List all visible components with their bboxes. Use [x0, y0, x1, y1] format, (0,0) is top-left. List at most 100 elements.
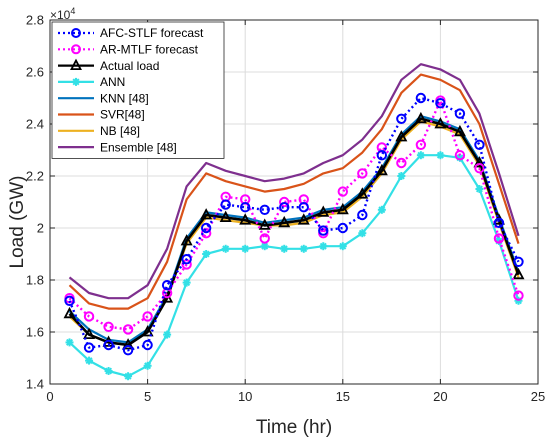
data-point: [259, 233, 270, 244]
data-point: [357, 209, 368, 221]
data-point: [202, 250, 211, 258]
data-point: [163, 330, 172, 339]
data-point: [64, 295, 75, 306]
data-point: [240, 202, 251, 213]
legend-entry: SVR[48]: [58, 108, 145, 122]
data-point: [83, 327, 96, 340]
data-point: [298, 202, 309, 213]
data-point: [415, 139, 427, 151]
data-point: [221, 244, 230, 253]
data-point: [397, 172, 406, 180]
legend-label: SVR[48]: [100, 108, 145, 122]
data-point: [513, 290, 524, 301]
data-point: [279, 196, 290, 208]
data-point: [122, 324, 134, 335]
data-point: [356, 187, 369, 199]
data-point: [122, 338, 135, 350]
legend-label: KNN [48]: [100, 91, 149, 105]
data-point: [318, 225, 329, 236]
data-point: [161, 280, 173, 291]
x-axis-label: Time (hr): [256, 417, 332, 438]
data-point: [63, 306, 76, 319]
series-7: [68, 63, 520, 300]
legend-box: [51, 21, 225, 159]
data-point: [375, 163, 388, 176]
data-point: [414, 111, 427, 124]
data-point: [142, 311, 153, 322]
series-0: [64, 92, 524, 356]
data-point: [376, 150, 388, 161]
data-point: [474, 163, 485, 174]
x-tick-label: 15: [336, 389, 350, 404]
data-point: [434, 117, 447, 129]
data-point: [336, 202, 349, 215]
data-point: [71, 28, 81, 38]
data-point: [395, 130, 408, 142]
legend-label: AR-MTLF forecast: [100, 43, 199, 57]
data-point: [493, 233, 505, 244]
data-point: [396, 157, 407, 169]
data-point: [181, 254, 192, 265]
y-tick-label: 2.4: [26, 117, 44, 132]
legend-entry: AR-MTLF forecast: [58, 43, 199, 57]
data-point: [493, 217, 505, 229]
y-exponent-base: ×10: [50, 8, 71, 22]
data-point: [319, 242, 328, 251]
data-point: [124, 372, 133, 381]
y-axis-label: Load (GW): [7, 176, 28, 269]
y-exponent-power: 4: [70, 6, 75, 16]
y-tick-label: 2: [37, 221, 44, 236]
legend: AFC-STLF forecast AR-MTLF forecast Actual …: [51, 21, 225, 159]
data-point: [474, 139, 485, 151]
y-axis-exponent: ×104: [50, 6, 75, 22]
data-point: [357, 168, 368, 179]
data-point: [180, 234, 193, 246]
data-point: [299, 244, 308, 253]
series-line: [68, 63, 520, 300]
series-line: [68, 73, 520, 310]
data-point: [454, 150, 466, 161]
plot-frame: [49, 19, 539, 385]
series-3: [65, 151, 523, 381]
legend-label: Actual load: [100, 59, 159, 73]
y-tick-label: 2.2: [26, 169, 44, 184]
data-point: [512, 267, 525, 280]
data-point: [83, 342, 95, 353]
y-tick-label: 1.6: [26, 325, 44, 340]
data-point: [122, 345, 134, 356]
data-point: [297, 213, 310, 225]
data-point: [377, 205, 386, 214]
legend-label: Ensemble [48]: [100, 140, 177, 154]
data-point: [278, 215, 291, 228]
data-point: [453, 124, 466, 137]
data-point: [104, 367, 113, 375]
series-1: [64, 95, 524, 335]
data-point: [279, 202, 290, 213]
data-point: [396, 113, 407, 125]
data-point: [142, 339, 153, 351]
data-point: [513, 256, 524, 267]
y-tick-label: 1.4: [26, 377, 44, 392]
data-point: [337, 186, 348, 197]
data-point: [103, 321, 114, 332]
data-point: [83, 311, 95, 322]
data-point: [70, 58, 82, 70]
data-point: [71, 44, 81, 55]
data-point: [141, 325, 154, 337]
data-point: [182, 278, 191, 287]
x-tick-label: 5: [144, 389, 151, 404]
data-point: [436, 151, 445, 160]
legend-entry: Ensemble [48]: [58, 140, 177, 154]
x-tick-label: 0: [46, 389, 53, 404]
legend-entry: NB [48]: [58, 124, 140, 138]
series-5: [68, 73, 520, 310]
data-point: [475, 185, 484, 193]
y-tick-label: 2.8: [26, 13, 44, 28]
data-point: [219, 210, 232, 223]
data-point: [435, 98, 446, 109]
data-point: [241, 244, 250, 253]
y-tick-label: 2.6: [26, 65, 44, 80]
data-point: [200, 222, 212, 234]
data-point: [220, 199, 231, 210]
data-point: [259, 204, 270, 216]
